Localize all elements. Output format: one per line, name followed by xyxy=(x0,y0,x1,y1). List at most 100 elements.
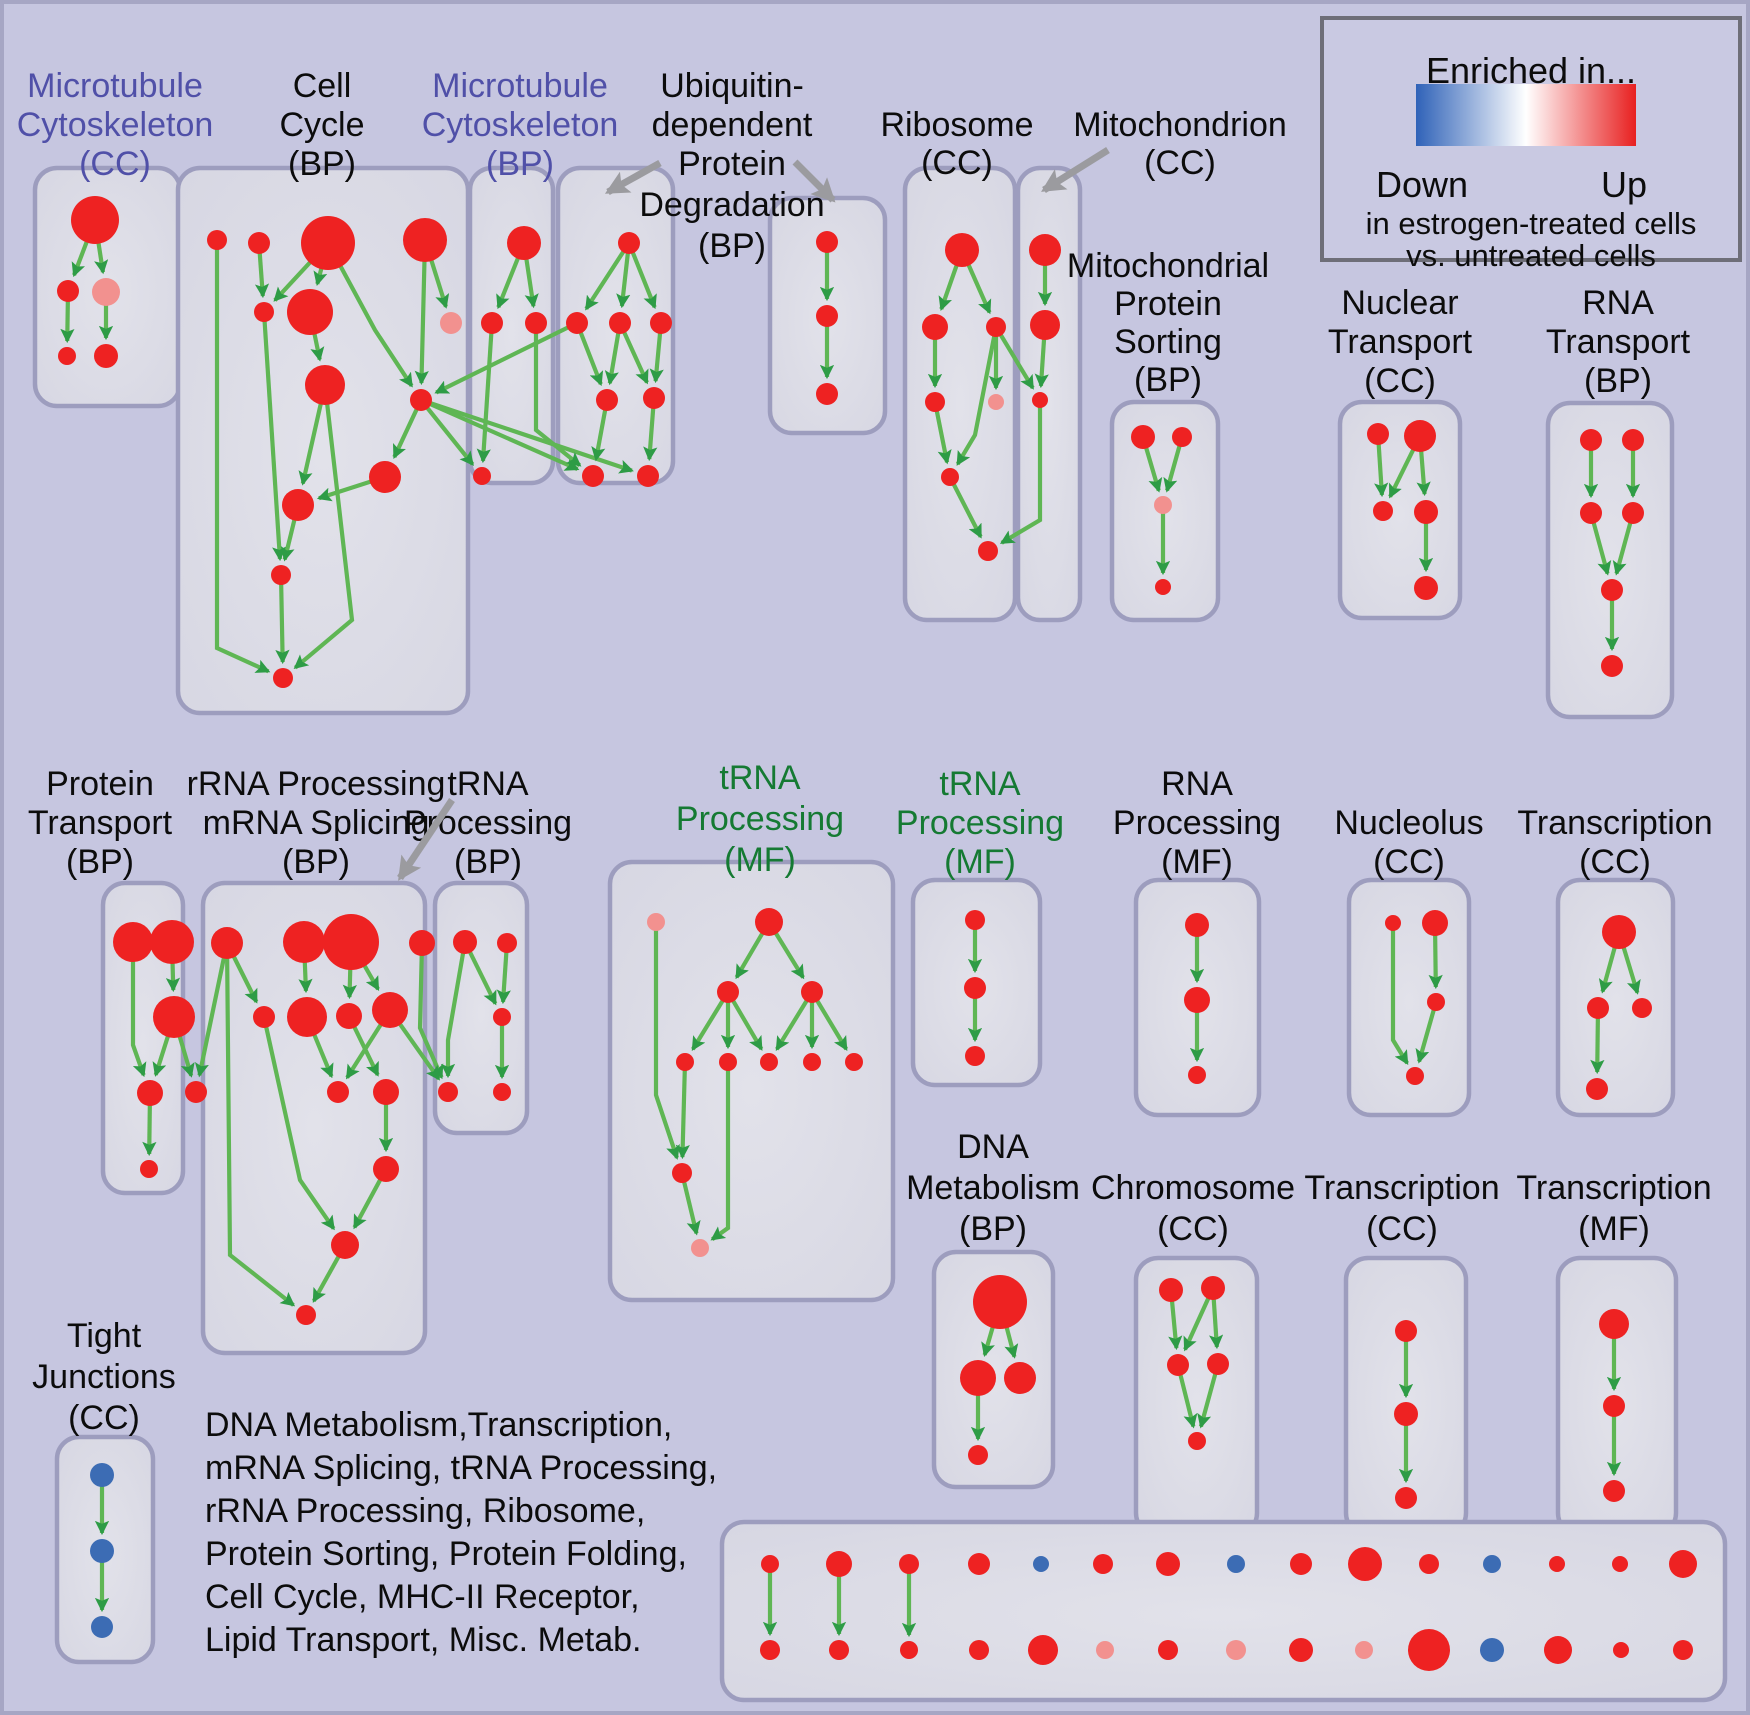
node-q6 xyxy=(287,997,327,1037)
node-j1 xyxy=(90,1463,114,1487)
node-n2 xyxy=(1404,420,1436,452)
node-bb15 xyxy=(1673,1640,1693,1660)
node-ua xyxy=(566,312,588,334)
node-k2 xyxy=(1394,1402,1418,1426)
node-x2 xyxy=(964,977,986,999)
label-mitochondrial-protein-sorting-line2: Protein xyxy=(1114,285,1222,323)
node-bt5 xyxy=(1033,1556,1049,1572)
edge-q5-q12 xyxy=(261,1016,336,1231)
node-k1 xyxy=(1395,1320,1417,1342)
node-t4 xyxy=(1622,502,1644,524)
node-ud xyxy=(596,389,618,411)
label-mitochondrion-line1: Mitochondrion xyxy=(1073,106,1287,144)
node-l3 xyxy=(1603,1480,1625,1502)
label-mitochondrion-line2: (CC) xyxy=(1144,144,1216,182)
edge-w0-w9 xyxy=(653,922,680,1160)
node-mt4 xyxy=(58,347,76,365)
label-nuclear-transport-line2: Transport xyxy=(1328,323,1473,361)
node-w4 xyxy=(676,1053,694,1071)
node-x3 xyxy=(965,1046,985,1066)
edge-w3-w8 xyxy=(810,990,849,1051)
edge-w4-w9 xyxy=(675,1061,690,1160)
node-w6 xyxy=(760,1053,778,1071)
node-bb7 xyxy=(1158,1640,1178,1660)
node-o1 xyxy=(1602,915,1636,949)
edge-w3-w6 xyxy=(775,990,814,1052)
node-w7 xyxy=(803,1053,821,1071)
node-tb2 xyxy=(497,933,517,953)
label-misc-terms-line1: DNA Metabolism,Transcription, xyxy=(205,1406,672,1444)
node-w5 xyxy=(719,1053,737,1071)
node-bb3 xyxy=(900,1641,918,1659)
edge-r3-r7 xyxy=(955,326,999,466)
node-t3 xyxy=(1580,502,1602,524)
edge-r7-r8 xyxy=(948,476,983,539)
node-bt2 xyxy=(826,1551,852,1577)
node-ue xyxy=(643,387,665,409)
edge-cc1-cc13 xyxy=(214,240,271,674)
edge-u0-ua xyxy=(584,241,631,311)
node-q3 xyxy=(323,914,379,970)
box-ribosome-cc xyxy=(902,165,1018,623)
node-q4 xyxy=(409,930,435,956)
node-u0 xyxy=(618,232,640,254)
node-bb14 xyxy=(1613,1642,1629,1658)
box-misc-terms xyxy=(719,1519,1728,1703)
node-bb10 xyxy=(1355,1641,1373,1659)
node-r7 xyxy=(941,468,959,486)
node-uf xyxy=(582,465,604,487)
mitochondrion-pointer xyxy=(1041,147,1110,193)
node-bb12 xyxy=(1480,1638,1504,1662)
node-h4 xyxy=(1207,1353,1229,1375)
node-l1 xyxy=(1599,1309,1629,1339)
legend-box: Enriched in... Down Up in estrogen-treat… xyxy=(1320,16,1742,273)
node-bt12 xyxy=(1483,1555,1501,1573)
node-q2 xyxy=(283,921,325,963)
label-ubiquitin-degradation-line2: dependent xyxy=(652,106,813,144)
edge-cc12-cc13 xyxy=(275,574,290,665)
node-M2 xyxy=(1030,310,1060,340)
label-transcription-cc-2-line2: (CC) xyxy=(1579,843,1651,881)
label-tight-junctions-line3: (CC) xyxy=(68,1399,140,1437)
legend-down-label: Down xyxy=(1375,164,1469,205)
node-d3 xyxy=(1004,1362,1036,1394)
edge-cc5-cc12 xyxy=(261,311,287,562)
ubiquitin-pointer-left xyxy=(604,159,662,196)
label-chromosome-line1: Chromosome xyxy=(1091,1169,1295,1207)
label-trna-processing-mf-2-line2: Processing xyxy=(896,804,1064,842)
node-x1 xyxy=(965,910,985,930)
label-transcription-cc-3-line1: Transcription xyxy=(1304,1169,1499,1207)
label-cell-cycle-line1: Cell xyxy=(293,67,352,105)
edge-cc9-uf xyxy=(420,398,580,472)
node-q7 xyxy=(336,1003,362,1029)
edge-z1-z4 xyxy=(1390,923,1409,1065)
edge-mb3-uf xyxy=(533,323,582,467)
node-r1 xyxy=(945,233,979,267)
node-cc13 xyxy=(273,668,293,688)
node-p6 xyxy=(140,1160,158,1178)
ubiquitin-pointer-right xyxy=(792,159,836,203)
box-transcription-cc-2 xyxy=(1555,877,1676,1118)
nodes-layer xyxy=(57,196,1697,1671)
edge-p1-p4 xyxy=(130,942,147,1078)
label-cell-cycle-line2: Cycle xyxy=(279,106,364,144)
node-cc9 xyxy=(410,389,432,411)
node-v1 xyxy=(816,231,838,253)
node-tb3 xyxy=(493,1008,511,1026)
label-misc-terms-line2: mRNA Splicing, tRNA Processing, xyxy=(205,1449,717,1487)
node-mb3 xyxy=(525,312,547,334)
label-nuclear-transport-line3: (CC) xyxy=(1364,362,1436,400)
label-microtubule-cytoskeleton-bp-line1: Microtubule xyxy=(432,67,608,105)
node-n3 xyxy=(1373,501,1393,521)
label-trna-processing-mf-2-line3: (MF) xyxy=(944,843,1016,881)
node-mt5 xyxy=(94,344,118,368)
pointer-arrows-layer xyxy=(397,147,1110,881)
node-q13 xyxy=(296,1305,316,1325)
node-bb9 xyxy=(1289,1638,1313,1662)
node-s2 xyxy=(1172,427,1192,447)
label-misc-terms-line3: rRNA Processing, Ribosome, xyxy=(205,1492,645,1530)
node-mb2 xyxy=(481,312,503,334)
node-h5 xyxy=(1188,1432,1206,1450)
node-d1 xyxy=(973,1275,1027,1329)
